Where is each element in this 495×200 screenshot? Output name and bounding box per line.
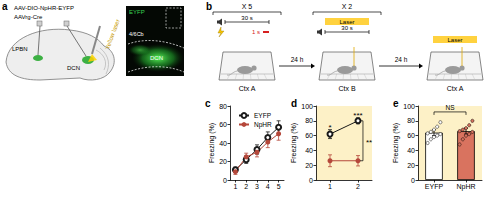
svg-text:EYFP: EYFP xyxy=(425,183,444,190)
svg-text:20: 20 xyxy=(407,162,415,169)
svg-text:24 h: 24 h xyxy=(395,56,408,63)
svg-text:c: c xyxy=(205,98,211,109)
svg-text:Freezing (%): Freezing (%) xyxy=(208,123,216,163)
svg-text:***: *** xyxy=(353,111,362,120)
svg-text:4/6Cb: 4/6Cb xyxy=(129,31,144,37)
svg-text:DCN: DCN xyxy=(67,65,80,71)
svg-text:100: 100 xyxy=(301,103,313,110)
svg-text:1: 1 xyxy=(328,183,332,190)
svg-text:5: 5 xyxy=(277,183,281,190)
svg-text:24 h: 24 h xyxy=(291,56,304,63)
svg-text:**: ** xyxy=(366,138,372,147)
svg-text:b: b xyxy=(206,1,212,12)
svg-text:100: 100 xyxy=(403,103,415,110)
svg-text:NpHR: NpHR xyxy=(254,121,272,129)
svg-text:NS: NS xyxy=(445,104,455,111)
svg-text:20: 20 xyxy=(219,158,227,165)
svg-text:Yellow laser: Yellow laser xyxy=(104,18,121,50)
svg-text:30 s: 30 s xyxy=(341,25,352,31)
svg-text:60: 60 xyxy=(407,132,415,139)
svg-text:0: 0 xyxy=(411,177,415,184)
svg-text:Ctx A: Ctx A xyxy=(447,85,464,92)
svg-text:Ctx B: Ctx B xyxy=(338,85,355,92)
svg-text:40: 40 xyxy=(305,147,313,154)
svg-text:40: 40 xyxy=(407,147,415,154)
svg-text:AAVrg-Cre: AAVrg-Cre xyxy=(14,14,43,20)
svg-text:e: e xyxy=(393,98,399,109)
svg-text:Freezing (%): Freezing (%) xyxy=(290,123,298,163)
svg-text:X 2: X 2 xyxy=(342,3,353,10)
svg-text:Laser: Laser xyxy=(339,19,355,25)
svg-text:30 s: 30 s xyxy=(241,15,252,21)
svg-text:DCN: DCN xyxy=(150,55,163,61)
svg-text:d: d xyxy=(291,98,297,109)
svg-text:40: 40 xyxy=(219,140,227,147)
svg-text:80: 80 xyxy=(407,117,415,124)
svg-text:AAV-DIO-NpHR-EYFP: AAV-DIO-NpHR-EYFP xyxy=(14,5,74,11)
svg-text:60: 60 xyxy=(305,132,313,139)
svg-text:Freezing (%): Freezing (%) xyxy=(392,123,400,163)
svg-text:1: 1 xyxy=(233,183,237,190)
svg-text:4: 4 xyxy=(266,183,270,190)
svg-text:LPBN: LPBN xyxy=(12,46,28,52)
svg-text:2: 2 xyxy=(244,183,248,190)
svg-text:3: 3 xyxy=(255,183,259,190)
svg-text:1 s: 1 s xyxy=(252,29,260,35)
svg-text:2: 2 xyxy=(356,183,360,190)
svg-text:Ctx A: Ctx A xyxy=(239,85,256,92)
svg-text:80: 80 xyxy=(305,117,313,124)
svg-text:Laser: Laser xyxy=(447,37,462,43)
svg-text:X 5: X 5 xyxy=(242,3,253,10)
svg-text:0: 0 xyxy=(309,177,313,184)
svg-text:EYFP: EYFP xyxy=(129,9,145,15)
svg-text:60: 60 xyxy=(219,121,227,128)
svg-text:EYFP: EYFP xyxy=(254,112,271,119)
svg-text:a: a xyxy=(2,1,8,12)
svg-text:*: * xyxy=(328,123,331,132)
svg-text:NpHR: NpHR xyxy=(456,183,475,191)
svg-text:80: 80 xyxy=(219,103,227,110)
svg-text:0: 0 xyxy=(223,177,227,184)
svg-text:20: 20 xyxy=(305,162,313,169)
